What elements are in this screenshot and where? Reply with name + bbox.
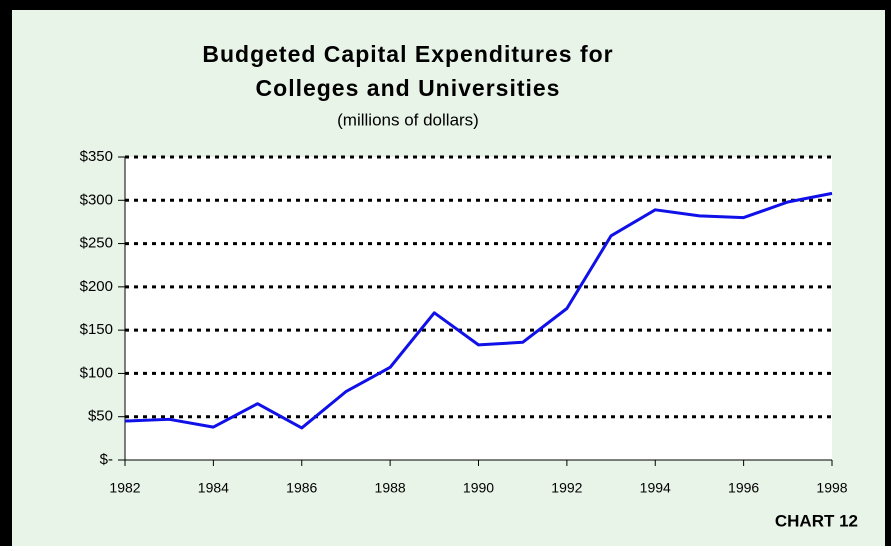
x-tick-label: 1982: [109, 480, 140, 496]
x-tick-label: 1984: [198, 480, 229, 496]
y-tick-label: $300: [80, 191, 113, 208]
y-tick-label: $150: [80, 321, 113, 338]
y-tick-label: $350: [80, 148, 113, 165]
x-tick-label: 1988: [375, 480, 406, 496]
data-line: [124, 191, 833, 430]
x-tick-label: 1990: [463, 480, 494, 496]
x-tick-label: 1998: [816, 480, 847, 496]
plot-area: [125, 157, 832, 460]
x-tick-label: 1994: [640, 480, 671, 496]
x-tick-label: 1986: [286, 480, 317, 496]
annotation: CHART 12: [775, 511, 858, 530]
chart-subtitle: (millions of dollars): [337, 110, 479, 129]
x-tick-label: 1996: [728, 480, 759, 496]
y-tick-label: $250: [80, 235, 113, 252]
x-tick-label: 1992: [551, 480, 582, 496]
y-tick-label: $-: [100, 451, 113, 468]
chart-title: Budgeted Capital Expenditures for: [202, 41, 613, 67]
y-tick-label: $50: [88, 408, 113, 425]
chart-title: Colleges and Universities: [256, 75, 561, 101]
y-tick-label: $100: [80, 364, 113, 381]
y-tick-label: $200: [80, 278, 113, 295]
